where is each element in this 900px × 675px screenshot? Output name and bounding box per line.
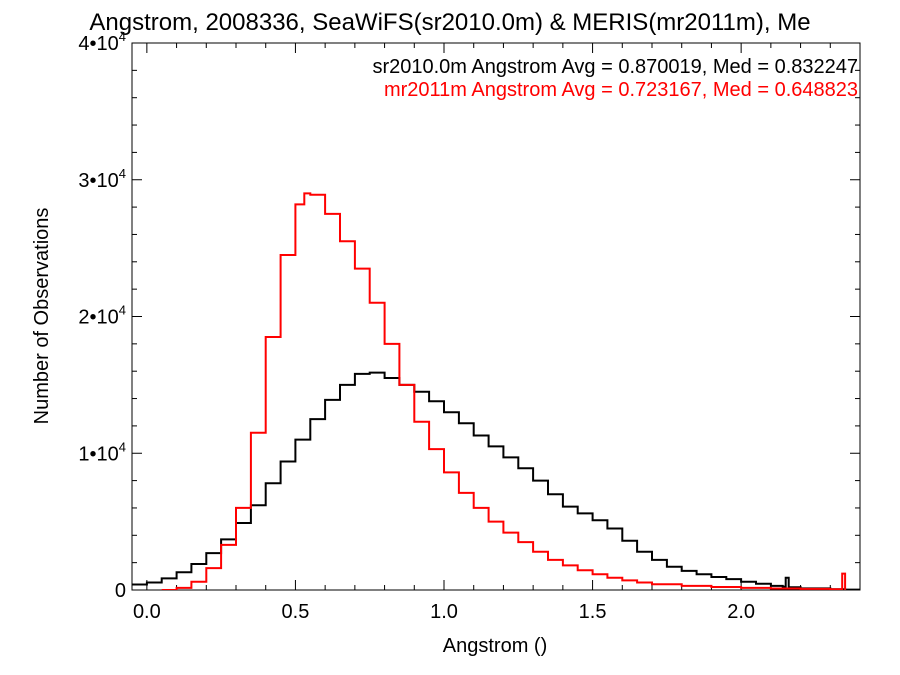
x-tick-label: 2.0 (727, 601, 755, 623)
y-tick-mantissa: 1•10 (78, 443, 118, 465)
series-line-meris (161, 192, 847, 590)
y-tick-label: 3•104 (78, 166, 126, 192)
x-axis: 0.0 0.5 1.0 1.5 2.0 (133, 43, 831, 623)
x-axis-label: Angstrom () (443, 635, 547, 657)
y-tick-exponent: 4 (119, 29, 126, 44)
legend-annotation-meris: mr2011m Angstrom Avg = 0.723167, Med = 0… (384, 79, 858, 101)
y-tick-label: 1•104 (78, 439, 126, 465)
x-tick-label: 1.0 (430, 601, 458, 623)
y-axis-label: Number of Observations (31, 208, 53, 425)
series-line-seawifs (132, 371, 860, 590)
legend-annotation-seawifs: sr2010.0m Angstrom Avg = 0.870019, Med =… (372, 56, 858, 78)
y-tick-label: 2•104 (78, 303, 126, 329)
y-tick-mantissa: 4•10 (78, 33, 118, 55)
y-tick-mantissa: 3•10 (78, 170, 118, 192)
x-tick-label: 0.0 (133, 601, 161, 623)
x-tick-label: 0.5 (282, 601, 310, 623)
y-tick-exponent: 4 (119, 166, 126, 181)
y-tick-mantissa: 0 (115, 580, 126, 602)
y-tick-mantissa: 2•10 (78, 307, 118, 329)
y-tick-label: 4•104 (78, 29, 126, 55)
series-layer (132, 192, 860, 590)
y-tick-exponent: 4 (119, 439, 126, 454)
x-tick-label: 1.5 (579, 601, 607, 623)
y-tick-label: 0 (115, 580, 126, 602)
y-tick-exponent: 4 (119, 303, 126, 318)
chart-title: Angstrom, 2008336, SeaWiFS(sr2010.0m) & … (89, 9, 810, 36)
